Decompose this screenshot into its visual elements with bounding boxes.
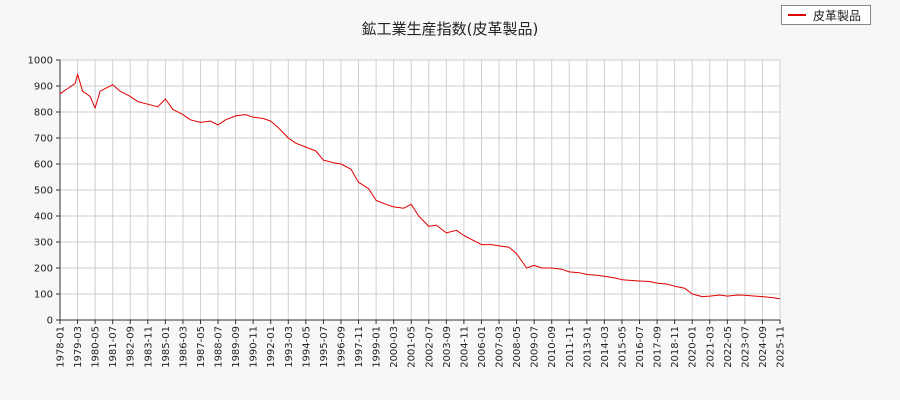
x-tick-label: 1983-11 <box>143 326 154 368</box>
series-line-1 <box>59 73 781 300</box>
x-tick-label: 2006-01 <box>477 326 488 368</box>
x-tick-label: 2011-11 <box>565 326 576 368</box>
x-tick-label: 1978-01 <box>56 326 67 368</box>
series-layer <box>59 73 781 300</box>
x-tick-label: 2010-09 <box>547 326 558 368</box>
y-tick-label: 700 <box>34 134 53 145</box>
x-tick-label: 1985-01 <box>161 326 172 368</box>
x-tick-label: 2018-11 <box>670 326 681 368</box>
y-tick-label: 500 <box>34 186 53 197</box>
x-tick-label: 2001-05 <box>407 326 418 368</box>
x-tick-label: 2016-07 <box>635 326 646 368</box>
grid <box>59 59 781 321</box>
legend-swatch <box>788 14 806 16</box>
x-tick-label: 1979-03 <box>73 326 84 368</box>
x-tick-label: 2008-05 <box>512 326 523 368</box>
x-tick-label: 2013-01 <box>582 326 593 368</box>
chart-title: 鉱工業生産指数(皮革製品) <box>361 20 539 38</box>
y-axis-ticks: 0 100 200 300 400 500 600 700 800 900 1000 <box>28 56 60 327</box>
x-tick-label: 1993-03 <box>284 326 295 368</box>
x-axis-ticks: 1978-01 1979-03 1980-05 1981-07 1982-09 1983-… <box>56 320 787 368</box>
x-tick-label: 2022-05 <box>723 326 734 368</box>
x-tick-label: 2015-05 <box>617 326 628 368</box>
y-tick-label: 300 <box>34 238 53 249</box>
x-tick-label: 1999-01 <box>372 326 383 368</box>
x-tick-label: 2020-01 <box>688 326 699 368</box>
x-tick-label: 2000-03 <box>389 326 400 368</box>
x-tick-label: 2004-11 <box>459 326 470 368</box>
x-tick-label: 1982-09 <box>126 326 137 368</box>
x-tick-label: 1981-07 <box>108 326 119 368</box>
x-tick-label: 1980-05 <box>91 326 102 368</box>
x-tick-label: 1997-11 <box>354 326 365 368</box>
y-tick-label: 600 <box>34 160 53 171</box>
y-tick-label: 200 <box>34 264 53 275</box>
y-tick-label: 0 <box>47 316 53 327</box>
x-tick-label: 2014-03 <box>600 326 611 368</box>
x-tick-label: 1987-05 <box>196 326 207 368</box>
x-tick-label: 2009-07 <box>530 326 541 368</box>
y-tick-label: 100 <box>34 290 53 301</box>
x-tick-label: 1990-11 <box>249 326 260 368</box>
x-tick-label: 2017-09 <box>653 326 664 368</box>
x-tick-label: 2003-09 <box>442 326 453 368</box>
x-tick-label: 2021-03 <box>705 326 716 368</box>
x-tick-label: 2023-07 <box>740 326 751 368</box>
legend: 皮革製品 <box>781 5 871 25</box>
y-tick-label: 900 <box>34 82 53 93</box>
y-tick-label: 400 <box>34 212 53 223</box>
x-tick-label: 2002-07 <box>424 326 435 368</box>
x-tick-label: 2007-03 <box>495 326 506 368</box>
x-tick-label: 2024-09 <box>758 326 769 368</box>
legend-label: 皮革製品 <box>813 8 862 23</box>
x-tick-label: 1996-09 <box>336 326 347 368</box>
x-tick-label: 2025-11 <box>776 326 787 368</box>
y-tick-label: 1000 <box>28 56 53 67</box>
x-tick-label: 1994-05 <box>301 326 312 368</box>
x-tick-label: 1995-07 <box>319 326 330 368</box>
x-tick-label: 1988-07 <box>214 326 225 368</box>
x-tick-label: 1989-09 <box>231 326 242 368</box>
x-tick-label: 1986-03 <box>178 326 189 368</box>
y-tick-label: 800 <box>34 108 53 119</box>
x-tick-label: 1992-01 <box>266 326 277 368</box>
